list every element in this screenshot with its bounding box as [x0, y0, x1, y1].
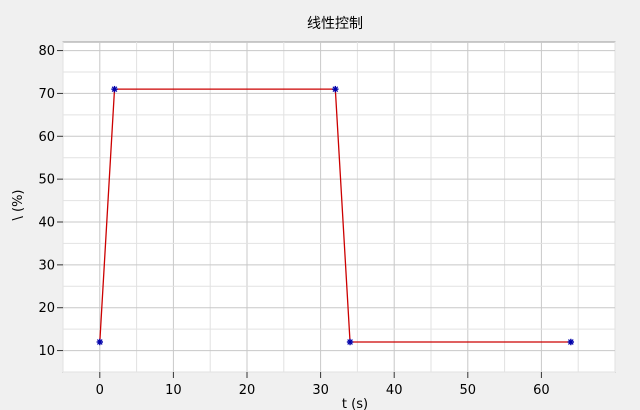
y-tick-label: 10	[38, 344, 55, 359]
data-point-marker	[567, 338, 575, 346]
data-point-marker	[332, 85, 339, 93]
y-tick-label: 40	[38, 216, 55, 231]
y-tick-label: 20	[38, 301, 55, 316]
x-axis-label: t (s)	[342, 397, 368, 410]
grid-lines	[62, 42, 616, 373]
x-tick-label: 60	[533, 383, 550, 398]
data-point-marker	[111, 85, 118, 93]
axis-ticks: 0 10 20 30 40 50 60 10 20 30 40 50 60 70 80	[38, 44, 549, 398]
x-tick-label: 10	[165, 383, 182, 398]
x-tick-label: 50	[460, 383, 477, 398]
x-tick-label: 30	[312, 383, 329, 398]
y-tick-label: 80	[38, 44, 55, 59]
data-series	[96, 85, 575, 346]
y-tick-label: 70	[38, 87, 55, 102]
x-tick-label: 40	[386, 383, 403, 398]
x-tick-label: 0	[96, 383, 104, 398]
y-tick-label: 50	[38, 173, 55, 188]
data-point-marker	[96, 338, 103, 346]
chart-title: 线性控制	[307, 16, 363, 32]
x-tick-label: 20	[239, 383, 256, 398]
data-point-marker	[346, 338, 354, 346]
y-axis-label: \ (%)	[11, 189, 26, 220]
plot-area	[62, 41, 616, 373]
y-tick-label: 30	[38, 258, 55, 273]
y-tick-label: 60	[38, 130, 55, 145]
